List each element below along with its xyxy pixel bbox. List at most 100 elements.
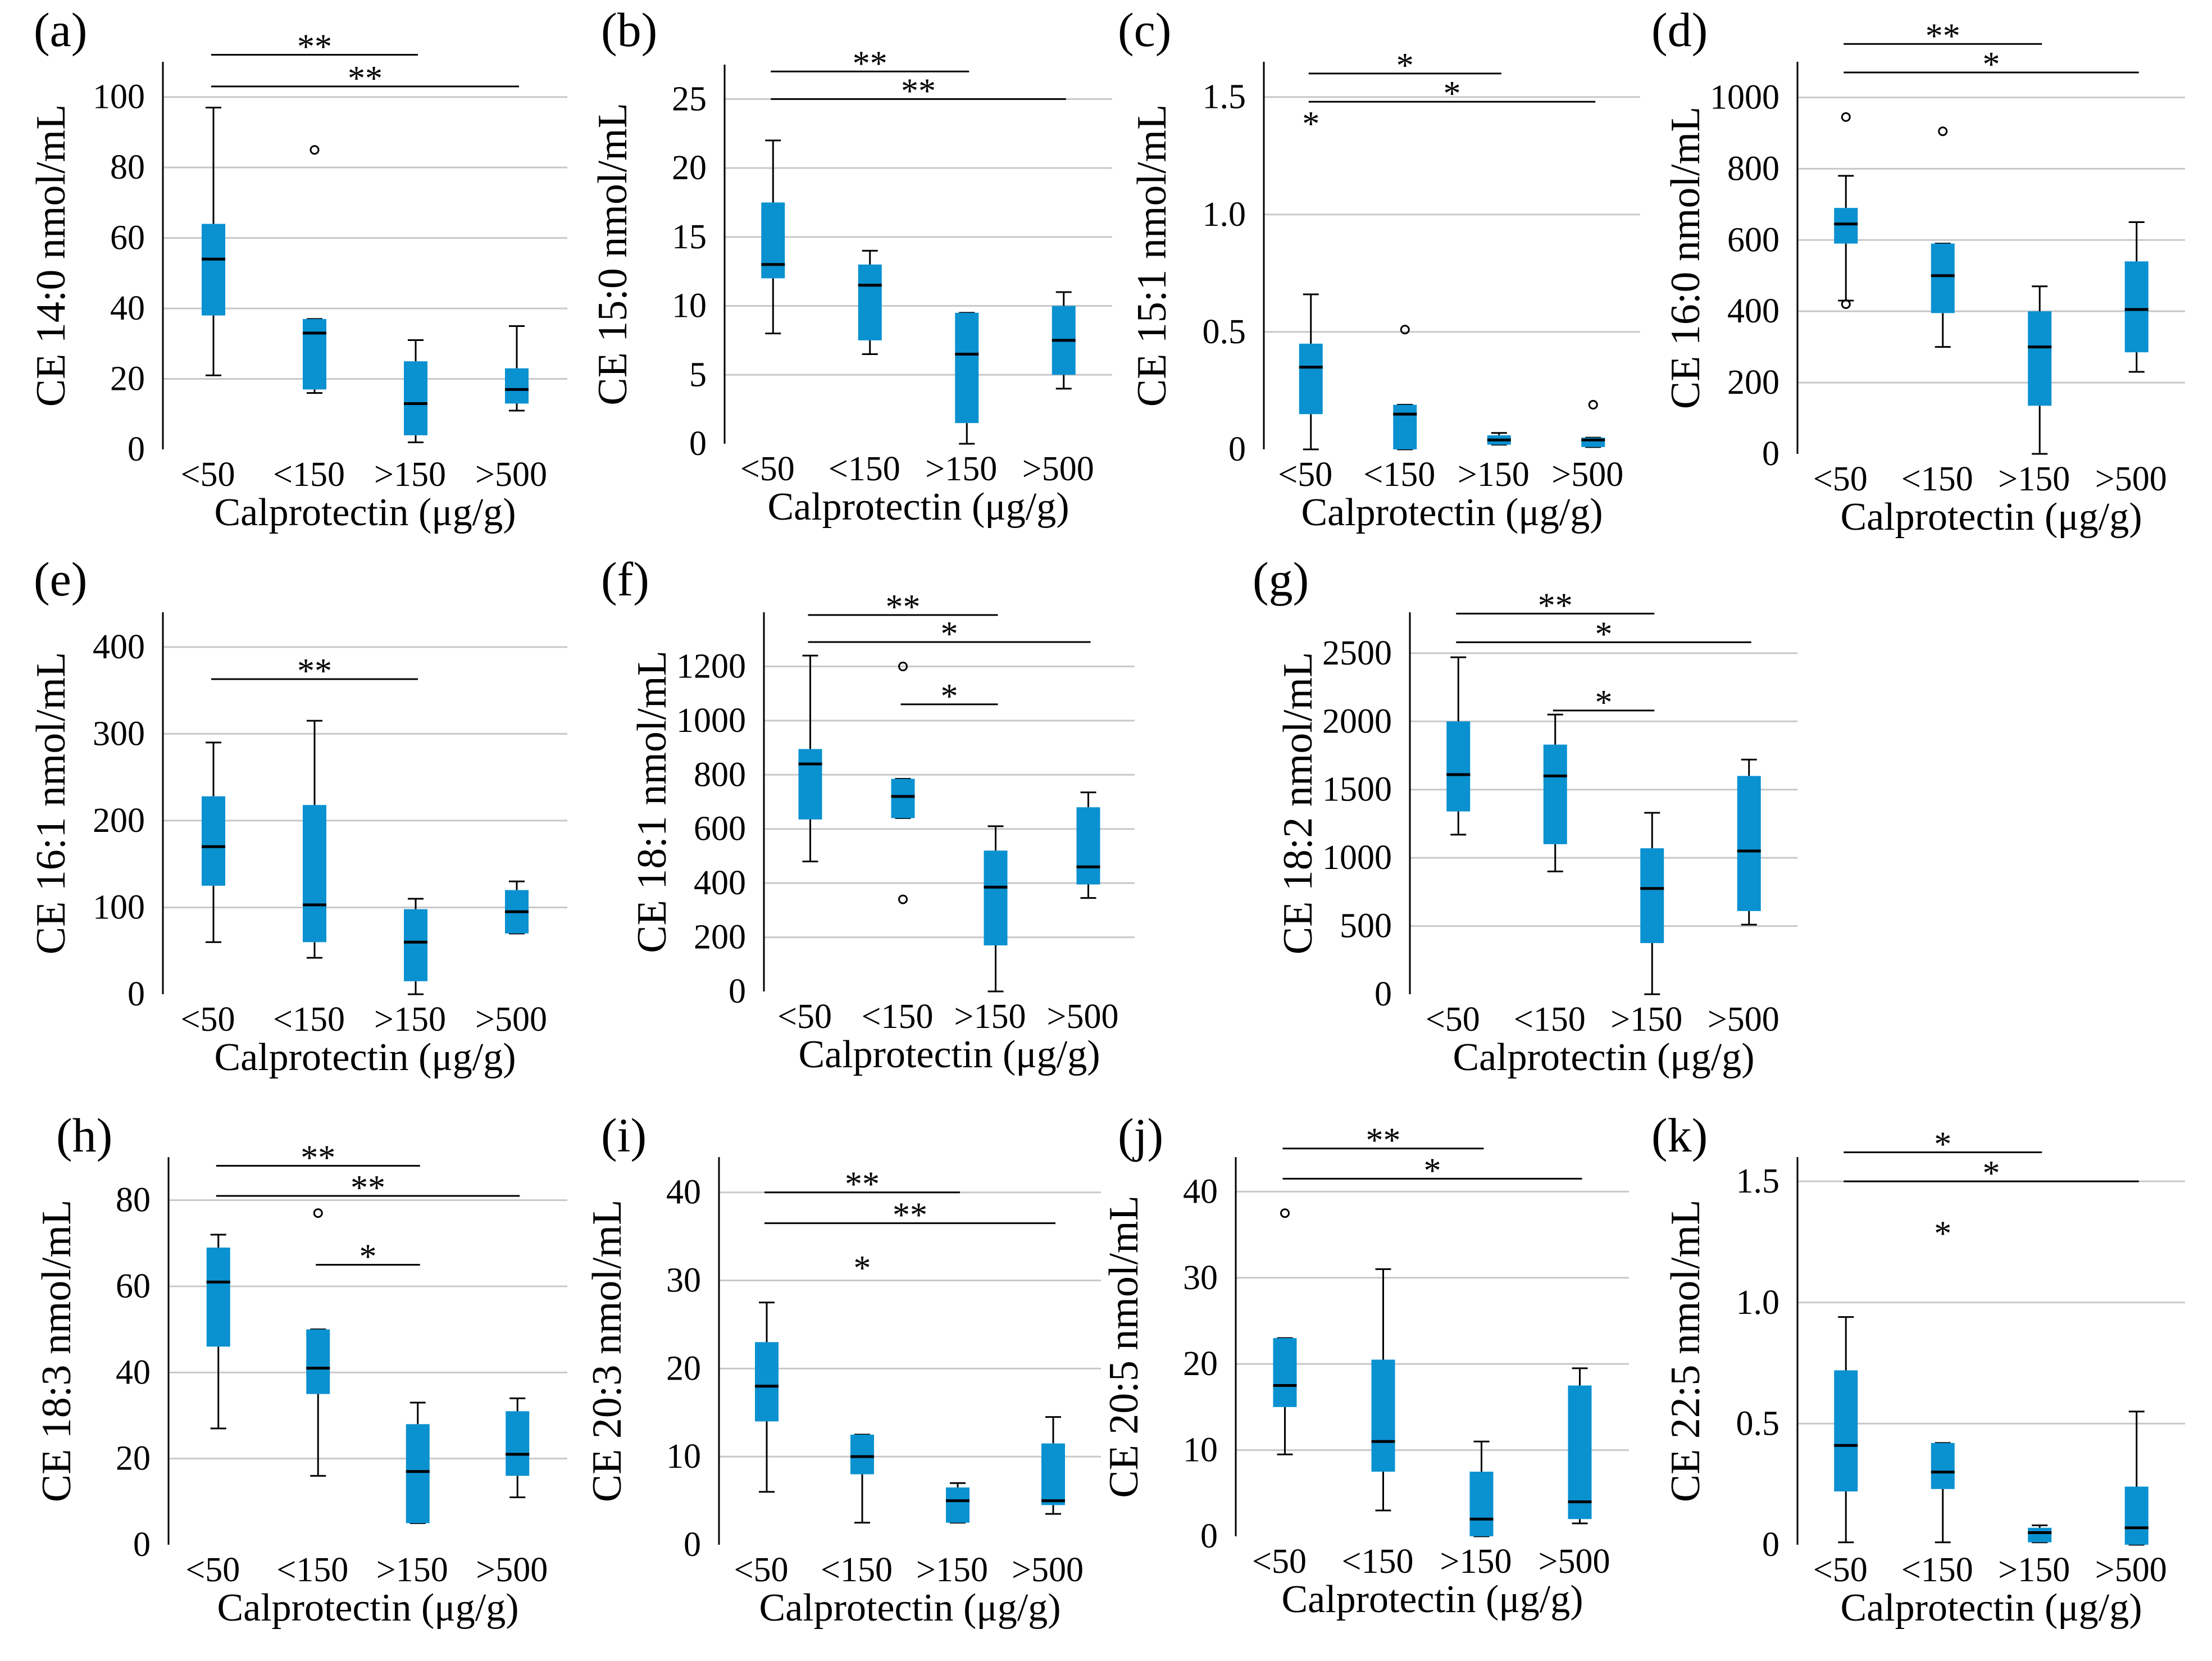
- box-group: [1273, 1208, 1297, 1455]
- box-group: [2028, 1525, 2052, 1544]
- x-category-label: <150: [862, 998, 934, 1036]
- box-group: [955, 312, 979, 445]
- box-group: [761, 139, 785, 335]
- y-tick-label: 60: [110, 219, 145, 257]
- significance-label: **: [351, 1169, 385, 1207]
- x-category-label: >500: [1012, 1551, 1084, 1589]
- box-group: *: [1931, 1214, 1955, 1544]
- panel-letter: (b): [601, 3, 657, 57]
- outlier-circle: [1938, 126, 1948, 136]
- panel-a: 0 20 40 60 80 100 CE 14:0 nmol/mL <50 <150 >150 >5…: [28, 3, 567, 534]
- y-tick-label: 600: [694, 810, 746, 848]
- outlier-circle: [898, 894, 908, 904]
- box: [1931, 243, 1955, 313]
- y-tick-label: 600: [1727, 221, 1779, 259]
- x-category-label: >500: [1022, 450, 1094, 488]
- x-category-label: >500: [1708, 1000, 1779, 1039]
- box: [955, 312, 979, 424]
- box-group: [946, 1482, 970, 1524]
- box-group: [1371, 1268, 1395, 1512]
- y-axis-label: CE 18:2 nmol/mL: [1275, 652, 1321, 955]
- y-axis-label: CE 14:0 nmol/mL: [28, 104, 74, 407]
- box-group: [406, 1401, 430, 1525]
- y-tick-label: 800: [694, 756, 746, 794]
- panel-h: 0 20 40 60 80 CE 18:3 nmol/mL <50 <150 >150 >500C…: [34, 1108, 567, 1630]
- x-category-label: >500: [476, 1551, 548, 1589]
- y-tick-label: 20: [672, 149, 707, 187]
- box-group: *: [1299, 105, 1323, 450]
- box-group: [506, 1397, 530, 1499]
- box: [858, 264, 882, 340]
- outlier-star: *: [1934, 1214, 1951, 1253]
- box: [306, 1329, 330, 1394]
- box-group: [1487, 432, 1511, 446]
- significance-label: **: [301, 1139, 335, 1177]
- x-category-label: <50: [185, 1551, 240, 1589]
- box-group: [1469, 1440, 1494, 1537]
- y-tick-label: 40: [116, 1353, 151, 1391]
- box: [1393, 404, 1417, 449]
- x-category-label: <50: [1278, 456, 1332, 494]
- x-category-label: <50: [181, 1000, 235, 1039]
- y-tick-label: 40: [1183, 1172, 1218, 1211]
- panel-letter: (g): [1253, 552, 1309, 606]
- box-group: *: [850, 1249, 874, 1524]
- panel-e: 0 100 200 300 400 CE 16:1 nmol/mL <50 <150 >150 >…: [28, 552, 567, 1079]
- x-category-label: >500: [1539, 1542, 1610, 1581]
- box-group: [404, 339, 427, 443]
- y-tick-label: 30: [1183, 1259, 1218, 1297]
- y-tick-label: 100: [93, 888, 145, 926]
- outlier-star: *: [1302, 105, 1319, 143]
- significance-label: *: [1934, 1125, 1951, 1163]
- box-group: [202, 741, 225, 943]
- box: [755, 1342, 779, 1422]
- y-tick-label: 0: [1374, 975, 1392, 1013]
- y-tick-label: 400: [93, 628, 145, 666]
- panel-letter: (f): [601, 552, 649, 606]
- panel-letter: (i): [601, 1108, 647, 1162]
- x-axis-label: Calprotectin (μg/g): [759, 1586, 1061, 1630]
- significance-label: **: [348, 60, 383, 98]
- x-category-label: <150: [1342, 1542, 1414, 1581]
- y-tick-label: 1.0: [1736, 1284, 1780, 1322]
- box-group: [1737, 758, 1761, 926]
- y-tick-label: 200: [694, 918, 746, 957]
- panel-b: 0 5 10 15 20 25 CE 15:0 nmol/mL <50 <150 >150 >500…: [590, 3, 1112, 529]
- box-group: [505, 880, 529, 935]
- y-tick-label: 0: [1228, 430, 1246, 468]
- box-group: [798, 654, 822, 863]
- box: [506, 1411, 530, 1476]
- y-tick-label: 2000: [1322, 702, 1392, 740]
- x-category-label: <150: [1363, 456, 1435, 494]
- x-category-label: >500: [1047, 998, 1119, 1036]
- significance-label: *: [1396, 47, 1414, 85]
- y-tick-label: 2500: [1322, 634, 1392, 672]
- x-category-label: <50: [1426, 1000, 1480, 1039]
- x-category-label: <150: [276, 1551, 348, 1589]
- x-axis-label: Calprotectin (μg/g): [1840, 495, 2142, 539]
- box-group: [1581, 400, 1605, 448]
- significance-label: **: [886, 588, 921, 626]
- box-group: [1931, 126, 1955, 348]
- x-category-label: <150: [829, 450, 900, 488]
- y-tick-label: 60: [116, 1267, 151, 1305]
- x-category-label: >150: [1458, 456, 1530, 494]
- x-category-label: <50: [1813, 1551, 1868, 1589]
- box-group: [1041, 1416, 1065, 1515]
- y-axis-label: CE 20:5 nmol/mL: [1101, 1195, 1147, 1498]
- box-group: [303, 720, 326, 959]
- x-axis-label: Calprotectin (μg/g): [798, 1033, 1100, 1076]
- y-tick-label: 1000: [676, 702, 746, 740]
- x-category-label: <150: [1901, 1551, 1973, 1589]
- box: [1931, 1442, 1955, 1489]
- x-category-label: >150: [1998, 1551, 2070, 1589]
- y-tick-label: 400: [1727, 292, 1779, 330]
- box-group: [1568, 1367, 1592, 1525]
- box: [946, 1487, 970, 1523]
- significance-label: **: [297, 652, 332, 690]
- significance-label: *: [941, 677, 958, 716]
- box: [206, 1248, 230, 1347]
